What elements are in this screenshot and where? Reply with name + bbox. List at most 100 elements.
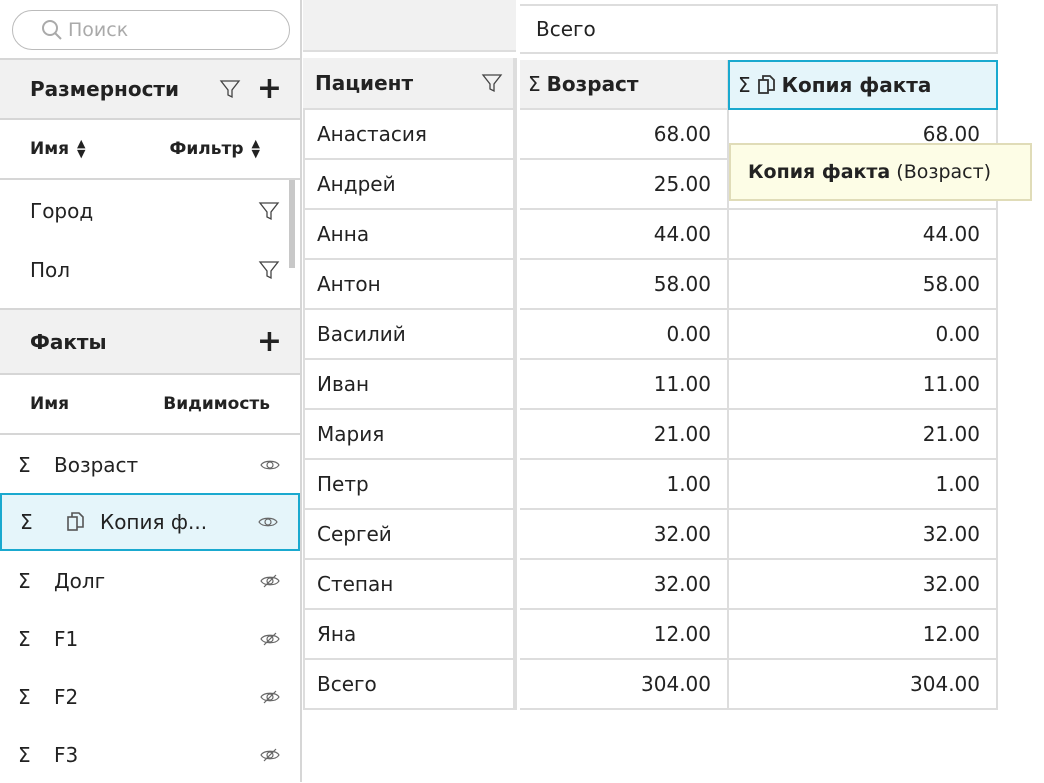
sigma-icon: Σ: [18, 569, 31, 593]
column-header-copy[interactable]: Σ Копия факта: [728, 60, 998, 110]
table-cell: 68.00: [520, 110, 729, 160]
cell-value: 0.00: [666, 322, 711, 346]
table-cell: 32.00: [520, 510, 729, 560]
cell-value: 32.00: [653, 522, 711, 546]
table-cell: 58.00: [520, 260, 729, 310]
row-name: Иван: [317, 372, 370, 396]
table-cell: 304.00: [729, 660, 998, 710]
cell-value: 304.00: [910, 672, 980, 696]
sigma-icon: Σ: [738, 73, 751, 97]
cell-value: 12.00: [653, 622, 711, 646]
table-cell: 32.00: [729, 560, 998, 610]
copy-icon: [67, 512, 84, 531]
table-cell: 44.00: [520, 210, 729, 260]
filter-icon[interactable]: [481, 72, 503, 94]
sort-filter[interactable]: Фильтр ▲ ▼: [169, 137, 260, 160]
cell-value: 32.00: [922, 522, 980, 546]
table-cell: 11.00: [520, 360, 729, 410]
sigma-icon: Σ: [18, 453, 31, 477]
row-name: Андрей: [317, 172, 396, 196]
table-row-label: Василий: [303, 310, 517, 360]
fact-label: Копия ф...: [100, 510, 208, 534]
table-cell: 21.00: [729, 410, 998, 460]
eye-icon[interactable]: [260, 458, 280, 472]
column-header-vozrast[interactable]: Σ Возраст: [520, 60, 729, 110]
facts-header: Факты +: [0, 308, 300, 375]
search-input[interactable]: Поиск: [12, 10, 290, 50]
fact-label: Возраст: [54, 453, 139, 477]
column-label: Возраст: [546, 72, 639, 96]
row-name: Сергей: [317, 522, 392, 546]
add-dimension-button[interactable]: +: [256, 71, 282, 106]
cell-value: 21.00: [653, 422, 711, 446]
cell-value: 44.00: [922, 222, 980, 246]
row-name: Анастасия: [317, 122, 427, 146]
eye-icon[interactable]: [258, 515, 278, 529]
dimension-label: Пол: [30, 258, 71, 282]
row-header[interactable]: Пациент: [303, 58, 517, 110]
cell-value: 12.00: [922, 622, 980, 646]
cell-value: 58.00: [653, 272, 711, 296]
eye-off-icon[interactable]: [260, 574, 280, 588]
search-placeholder: Поиск: [68, 19, 129, 41]
fact-label: Долг: [54, 569, 106, 593]
row-name: Василий: [317, 322, 406, 346]
cell-value: 21.00: [922, 422, 980, 446]
cell-value: 25.00: [653, 172, 711, 196]
cell-value: 58.00: [922, 272, 980, 296]
table-cell: 32.00: [729, 510, 998, 560]
sort-name[interactable]: Имя ▲ ▼: [30, 137, 86, 160]
fact-item[interactable]: Σ Долг: [0, 553, 300, 609]
tooltip-detail: (Возраст): [890, 161, 992, 183]
column-group-label: Всего: [536, 17, 596, 41]
row-name: Яна: [317, 622, 357, 646]
cell-value: 1.00: [935, 472, 980, 496]
column-visibility: Видимость: [163, 394, 270, 414]
fact-item[interactable]: Σ Копия ф...: [0, 493, 300, 551]
row-name: Всего: [317, 672, 377, 696]
sigma-icon: Σ: [18, 743, 31, 767]
filter-icon[interactable]: [258, 259, 280, 281]
fact-item[interactable]: Σ Возраст: [0, 437, 300, 493]
dimensions-header: Размерности +: [0, 58, 300, 120]
scrollbar[interactable]: [289, 180, 295, 268]
filter-icon[interactable]: [219, 78, 241, 100]
eye-off-icon[interactable]: [260, 632, 280, 646]
sigma-icon: Σ: [18, 685, 31, 709]
dimension-label: Город: [30, 199, 94, 223]
cell-value: 304.00: [641, 672, 711, 696]
table-row-label: Анна: [303, 210, 517, 260]
table-cell: 58.00: [729, 260, 998, 310]
eye-off-icon[interactable]: [260, 748, 280, 762]
row-name: Мария: [317, 422, 385, 446]
table-cell: 0.00: [520, 310, 729, 360]
fact-item[interactable]: Σ F3: [0, 727, 300, 783]
eye-off-icon[interactable]: [260, 690, 280, 704]
fact-label: F3: [54, 743, 79, 767]
row-name: Степан: [317, 572, 394, 596]
cell-value: 0.00: [935, 322, 980, 346]
table-row-label: Всего: [303, 660, 517, 710]
facts-column-header: Имя Видимость: [0, 375, 300, 435]
filter-icon[interactable]: [258, 200, 280, 222]
column-label: Копия факта: [781, 73, 932, 97]
sort-icon: ▲ ▼: [77, 137, 86, 160]
table-cell: 1.00: [729, 460, 998, 510]
sigma-icon: Σ: [18, 627, 31, 651]
dimension-item[interactable]: Город: [0, 182, 300, 240]
fact-label: F1: [54, 627, 79, 651]
fact-item[interactable]: Σ F1: [0, 611, 300, 667]
cell-value: 32.00: [922, 572, 980, 596]
table-cell: 44.00: [729, 210, 998, 260]
add-fact-button[interactable]: +: [256, 323, 282, 359]
cell-value: 1.00: [666, 472, 711, 496]
fact-item[interactable]: Σ F2: [0, 669, 300, 725]
left-panel: Поиск Размерности + Имя ▲ ▼ Фильтр ▲ ▼ Город…: [0, 0, 302, 782]
sigma-icon: Σ: [20, 510, 33, 534]
table-row-label: Петр: [303, 460, 517, 510]
dimension-item[interactable]: Пол: [0, 240, 300, 300]
copy-icon: [757, 75, 775, 94]
table-row-label: Андрей: [303, 160, 517, 210]
table-cell: 11.00: [729, 360, 998, 410]
dimensions-title: Размерности: [30, 77, 180, 101]
